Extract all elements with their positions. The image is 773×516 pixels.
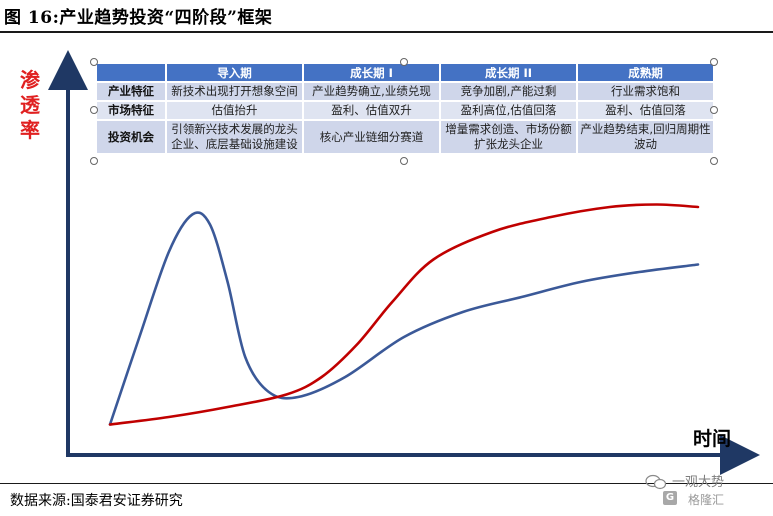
header-intro: 导入期 <box>167 64 302 81</box>
row-label: 产业特征 <box>97 83 165 100</box>
table-cell: 产业趋势确立,业绩兑现 <box>304 83 439 100</box>
table-cell: 竞争加剧,产能过剩 <box>441 83 576 100</box>
header-corner <box>97 64 165 81</box>
x-axis-label: 时间 <box>693 428 732 450</box>
header-growth-1: 成长期 I <box>304 64 439 81</box>
table-cell: 新技术出现打开想象空间 <box>167 83 302 100</box>
watermark-sub: 格隆汇 <box>688 493 725 507</box>
table-cell: 增量需求创造、市场份额扩张龙头企业 <box>441 121 576 153</box>
series-line-1 <box>108 203 700 426</box>
selection-handle <box>710 157 718 165</box>
watermark-text: 一观大势 <box>672 475 725 490</box>
selection-handle <box>400 157 408 165</box>
selection-handle <box>90 58 98 66</box>
table-cell: 盈利、估值回落 <box>578 102 713 119</box>
table-header-row: 导入期 成长期 I 成长期 II 成熟期 <box>97 64 713 81</box>
row-label: 投资机会 <box>97 121 165 153</box>
table-cell: 估值抬升 <box>167 102 302 119</box>
table-row: 市场特征 估值抬升 盈利、估值双升 盈利高位,估值回落 盈利、估值回落 <box>97 102 713 119</box>
header-growth-2: 成长期 II <box>441 64 576 81</box>
series-line-0 <box>108 211 700 426</box>
selection-handle <box>710 106 718 114</box>
row-label: 市场特征 <box>97 102 165 119</box>
table-cell: 核心产业链细分赛道 <box>304 121 439 153</box>
source-note: 数据来源:国泰君安证券研究 <box>10 493 183 509</box>
gelonghui-logo-icon: G <box>663 491 677 505</box>
header-mature: 成熟期 <box>578 64 713 81</box>
table-cell: 盈利高位,估值回落 <box>441 102 576 119</box>
table-row: 产业特征 新技术出现打开想象空间 产业趋势确立,业绩兑现 竞争加剧,产能过剩 行… <box>97 83 713 100</box>
stage-table: 导入期 成长期 I 成长期 II 成熟期 产业特征 新技术出现打开想象空间 产业… <box>95 62 715 155</box>
table-cell: 行业需求饱和 <box>578 83 713 100</box>
wechat-icon <box>645 474 667 490</box>
bottom-rule <box>0 483 773 484</box>
selection-handle <box>90 157 98 165</box>
y-axis-label: 渗透率 <box>20 68 40 142</box>
table-cell: 盈利、估值双升 <box>304 102 439 119</box>
selection-handle <box>710 58 718 66</box>
figure-title: 图 16:产业趋势投资“四阶段”框架 <box>4 8 273 28</box>
selection-handle <box>90 106 98 114</box>
table-row: 投资机会 引领新兴技术发展的龙头企业、底层基础设施建设 核心产业链细分赛道 增量… <box>97 121 713 153</box>
top-rule <box>0 31 773 33</box>
table-cell: 引领新兴技术发展的龙头企业、底层基础设施建设 <box>167 121 302 153</box>
selection-handle <box>400 58 408 66</box>
series-layer <box>108 203 700 426</box>
table-cell: 产业趋势结束,回归周期性波动 <box>578 121 713 153</box>
